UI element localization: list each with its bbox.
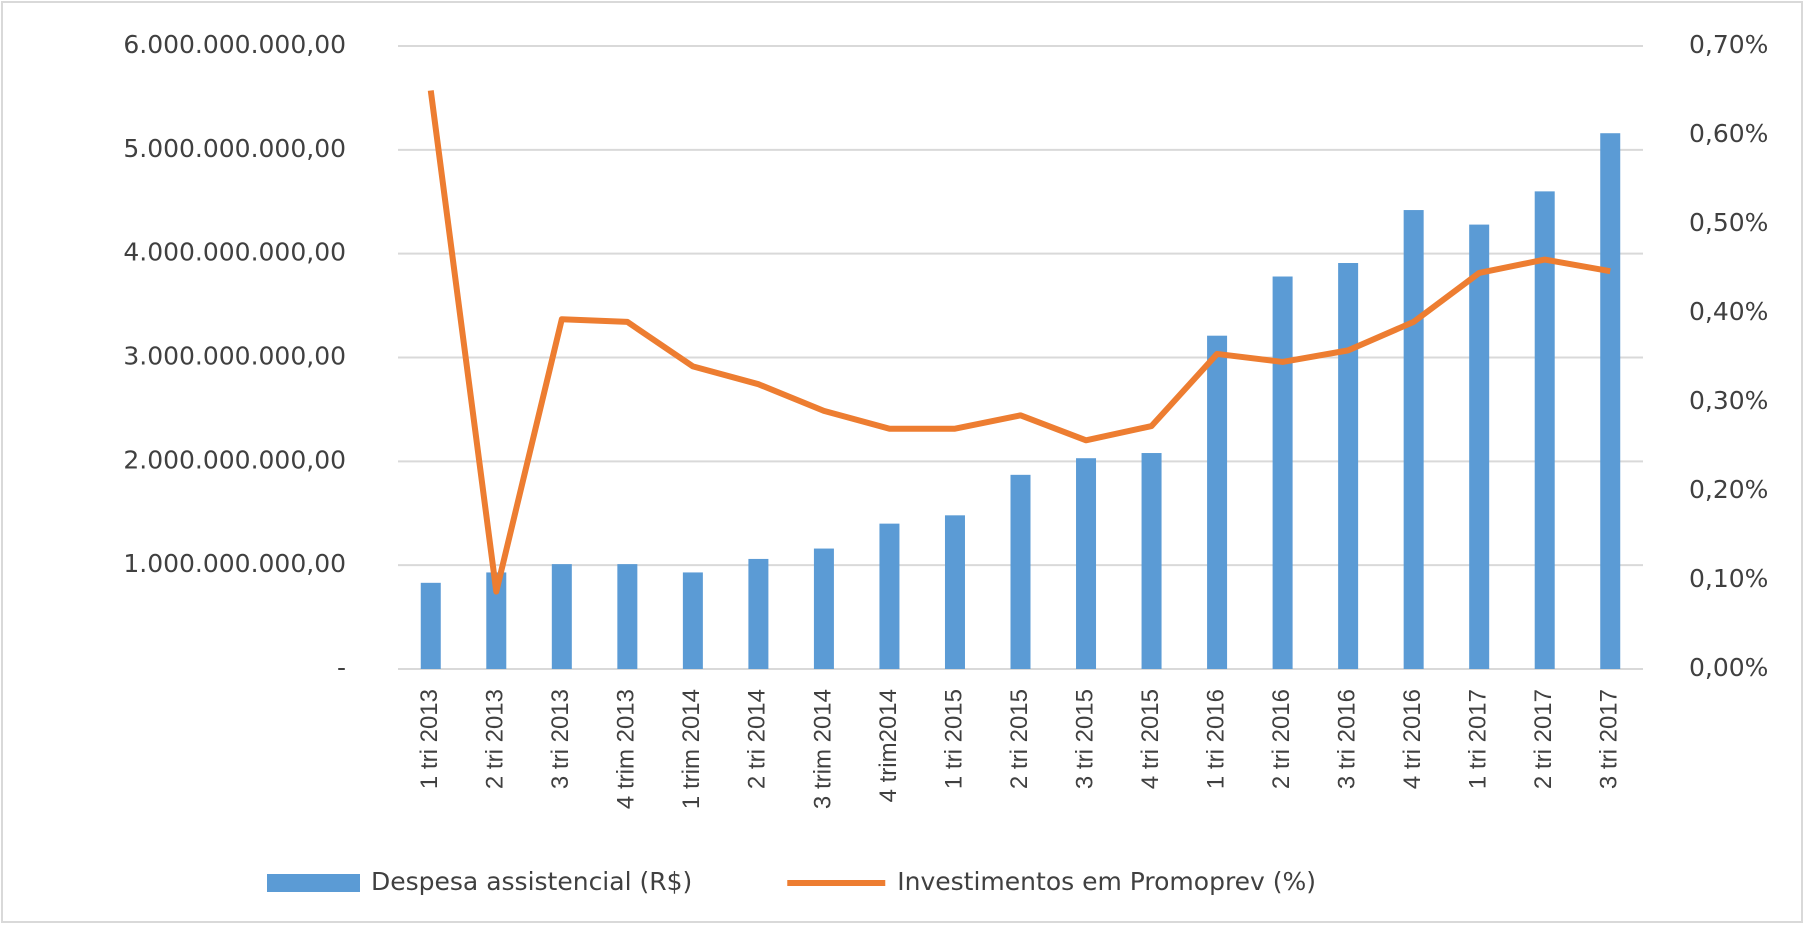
line bbox=[427, 90, 1611, 595]
x-tick-label: 1 tri 2017 bbox=[1465, 689, 1492, 789]
bar bbox=[748, 558, 769, 669]
y-tick-label: 5.000.000.000,00 bbox=[123, 134, 346, 163]
x-tick-label: 2 tri 2017 bbox=[1530, 689, 1557, 789]
bar bbox=[682, 572, 703, 669]
x-tick-label: 1 tri 2013 bbox=[416, 689, 443, 789]
y2-tick-label: 0,40% bbox=[1689, 297, 1768, 326]
x-tick-label: 3 tri 2015 bbox=[1071, 689, 1098, 789]
bar bbox=[1469, 224, 1490, 670]
legend-label: Investimentos em Promoprev (%) bbox=[897, 867, 1316, 896]
x-tick-label: 1 tri 2016 bbox=[1202, 689, 1229, 789]
bar bbox=[1403, 210, 1424, 669]
x-tick-label: 1 tri 2015 bbox=[940, 689, 967, 789]
bar bbox=[1141, 453, 1162, 669]
x-tick-label: 3 tri 2016 bbox=[1333, 689, 1360, 789]
y2-tick-label: 0,60% bbox=[1689, 119, 1768, 148]
y-tick-label: 4.000.000.000,00 bbox=[123, 238, 346, 267]
y2-tick-label: 0,30% bbox=[1689, 386, 1768, 415]
x-tick-label: 4 trim2014 bbox=[875, 689, 902, 802]
legend-label: Despesa assistencial (R$) bbox=[371, 867, 692, 896]
y2-tick-label: 0,00% bbox=[1689, 653, 1768, 682]
x-tick-label: 1 trim 2014 bbox=[678, 689, 705, 809]
y-tick-label: 1.000.000.000,00 bbox=[123, 549, 346, 578]
bar bbox=[944, 515, 965, 669]
bar bbox=[1076, 458, 1097, 669]
bar bbox=[1338, 263, 1359, 669]
y-tick-label: 3.000.000.000,00 bbox=[123, 342, 346, 371]
x-tick-label: 2 tri 2013 bbox=[482, 689, 509, 789]
bar bbox=[879, 523, 900, 669]
y2-tick-label: 0,10% bbox=[1689, 564, 1768, 593]
x-tick-label: 3 trim 2014 bbox=[809, 689, 836, 809]
x-tick-label: 2 tri 2015 bbox=[1006, 689, 1033, 789]
y2-tick-label: 0,50% bbox=[1689, 208, 1768, 237]
x-tick-label: 2 tri 2016 bbox=[1268, 689, 1295, 789]
bar bbox=[1534, 191, 1555, 669]
bar bbox=[486, 572, 507, 669]
legend-swatch bbox=[267, 874, 360, 892]
x-tick-label: 3 tri 2013 bbox=[547, 689, 574, 789]
y-tick-label: 2.000.000.000,00 bbox=[123, 445, 346, 474]
bar bbox=[617, 564, 638, 669]
y2-tick-label: 0,70% bbox=[1689, 30, 1768, 59]
bar bbox=[1272, 276, 1293, 669]
bar bbox=[551, 564, 572, 669]
x-tick-label: 3 tri 2017 bbox=[1596, 689, 1623, 789]
x-tick-label: 4 tri 2016 bbox=[1399, 689, 1426, 789]
bar bbox=[1600, 133, 1621, 670]
x-tick-label: 4 tri 2015 bbox=[1137, 689, 1164, 789]
y-tick-label: - bbox=[337, 653, 346, 682]
y2-tick-label: 0,20% bbox=[1689, 475, 1768, 504]
bar bbox=[1207, 335, 1228, 669]
bar bbox=[420, 582, 441, 669]
bar bbox=[1010, 474, 1031, 669]
bar bbox=[813, 548, 834, 669]
x-tick-label: 4 trim 2013 bbox=[613, 689, 640, 809]
x-tick-label: 2 tri 2014 bbox=[744, 689, 771, 789]
y-tick-label: 6.000.000.000,00 bbox=[123, 30, 346, 59]
